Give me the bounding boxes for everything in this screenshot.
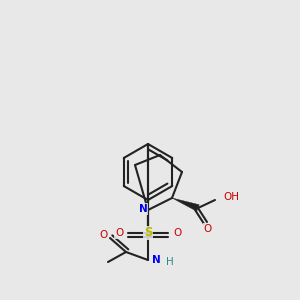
Polygon shape: [172, 198, 199, 211]
Text: O: O: [99, 230, 107, 240]
Text: H: H: [166, 257, 174, 267]
Text: O: O: [173, 228, 181, 238]
Text: N: N: [152, 255, 160, 265]
Text: O: O: [115, 228, 123, 238]
Text: N: N: [139, 204, 147, 214]
Text: OH: OH: [223, 192, 239, 202]
Text: S: S: [144, 226, 152, 239]
Text: O: O: [204, 224, 212, 234]
